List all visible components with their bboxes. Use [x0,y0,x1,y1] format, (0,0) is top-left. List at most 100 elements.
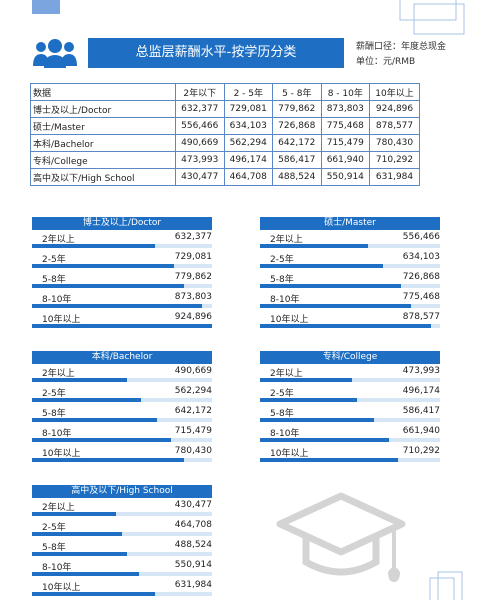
table-header-cell: 10年以上 [369,83,420,101]
card-title: 硕士/Master [260,217,440,230]
row-value: 631,984 [174,580,212,590]
table-header-row: 数据 2年以下 2 - 5年 5 - 8年 8 - 10年 10年以上 [30,83,420,101]
table-cell: 586,417 [272,151,322,169]
table-cell: 博士及以上/Doctor [30,100,176,118]
bar-fill [260,398,357,402]
bar-fill [260,244,369,248]
row-value: 661,940 [402,426,440,436]
row-value: 642,172 [174,406,212,416]
bar-fill [32,458,184,462]
page-section-title-cut [80,0,220,8]
bar-track [260,264,440,268]
row-value: 562,294 [174,386,212,396]
card-title: 博士及以上/Doctor [32,217,212,230]
card-row: 10年以上 710,292 [260,444,440,464]
bar-fill [32,592,155,596]
row-label: 5-8年 [42,543,66,553]
row-value: 632,377 [174,232,212,242]
table-row: 博士及以上/Doctor 632,377 729,081 779,862 873… [30,100,420,118]
row-label: 2-5年 [42,389,66,399]
card-row: 8-10年 661,940 [260,424,440,444]
row-label: 2年以上 [270,235,303,245]
row-label: 5-8年 [270,409,294,419]
bar-fill [32,378,128,382]
row-label: 5-8年 [42,275,66,285]
bar-track [32,378,212,382]
bar-fill [260,324,431,328]
bar-track [32,458,212,462]
people-icon [33,39,77,68]
bar-fill [260,378,353,382]
bar-fill [32,284,184,288]
bar-track [260,378,440,382]
bar-track [260,398,440,402]
card-row: 8-10年 715,479 [32,424,212,444]
row-value: 924,896 [174,312,212,322]
row-value: 634,103 [402,252,440,262]
card-row: 5-8年 642,172 [32,404,212,424]
card-high-school: 高中及以下/High School 2年以上 430,477 2-5年 464,… [32,485,212,598]
row-label: 10年以上 [270,315,309,325]
card-college: 专科/College 2年以上 473,993 2-5年 496,174 5-8… [260,351,440,464]
table-cell: 924,896 [369,100,420,118]
bar-fill [32,304,203,308]
table-header-cell: 2年以下 [175,83,225,101]
card-row: 2-5年 464,708 [32,518,212,538]
row-label: 2年以上 [42,235,75,245]
card-row: 8-10年 550,914 [32,558,212,578]
table-cell: 硕士/Master [30,117,176,135]
row-value: 729,081 [174,252,212,262]
row-label: 10年以上 [42,449,81,459]
card-row: 10年以上 924,896 [32,310,212,330]
summary-table: 数据 2年以下 2 - 5年 5 - 8年 8 - 10年 10年以上 博士及以… [30,83,420,186]
row-value: 715,479 [174,426,212,436]
row-value: 490,669 [174,366,212,376]
card-row: 5-8年 726,868 [260,270,440,290]
card-row: 2年以上 490,669 [32,364,212,384]
bar-fill [260,458,399,462]
bar-track [32,264,212,268]
table-cell: 488,524 [272,168,322,186]
bar-fill [32,244,156,248]
table-cell: 726,868 [272,117,322,135]
row-label: 2年以上 [42,503,75,513]
bar-fill [32,532,123,536]
table-cell: 873,803 [320,100,371,118]
card-bachelor: 本科/Bachelor 2年以上 490,669 2-5年 562,294 5-… [32,351,212,464]
table-cell: 高中及以下/High School [30,168,176,186]
bar-track [260,284,440,288]
row-label: 2-5年 [42,523,66,533]
table-cell: 710,292 [369,151,420,169]
card-row: 2-5年 562,294 [32,384,212,404]
row-label: 8-10年 [270,429,300,439]
row-label: 2年以上 [270,369,303,379]
card-title: 本科/Bachelor [32,351,212,364]
row-label: 5-8年 [42,409,66,419]
row-value: 779,862 [174,272,212,282]
row-value: 556,466 [402,232,440,242]
card-row: 2年以上 430,477 [32,498,212,518]
table-cell: 779,862 [272,100,322,118]
row-value: 473,993 [402,366,440,376]
row-value: 780,430 [174,446,212,456]
table-cell: 634,103 [223,117,274,135]
bar-track [32,438,212,442]
table-cell: 496,174 [223,151,274,169]
table-row: 高中及以下/High School 430,477 464,708 488,52… [30,168,420,186]
corner-grid-decoration [429,571,463,600]
card-doctor: 博士及以上/Doctor 2年以上 632,377 2-5年 729,081 5… [32,217,212,330]
row-label: 5-8年 [270,275,294,285]
table-cell: 715,479 [320,134,371,152]
table-cell: 464,708 [223,168,274,186]
table-cell: 473,993 [175,151,225,169]
row-label: 10年以上 [42,583,81,593]
bar-track [32,552,212,556]
card-row: 2-5年 729,081 [32,250,212,270]
row-label: 2年以上 [42,369,75,379]
bar-fill [32,512,116,516]
bar-fill [260,418,375,422]
card-title: 专科/College [260,351,440,364]
card-row: 5-8年 586,417 [260,404,440,424]
row-value: 775,468 [402,292,440,302]
bar-fill [260,284,402,288]
